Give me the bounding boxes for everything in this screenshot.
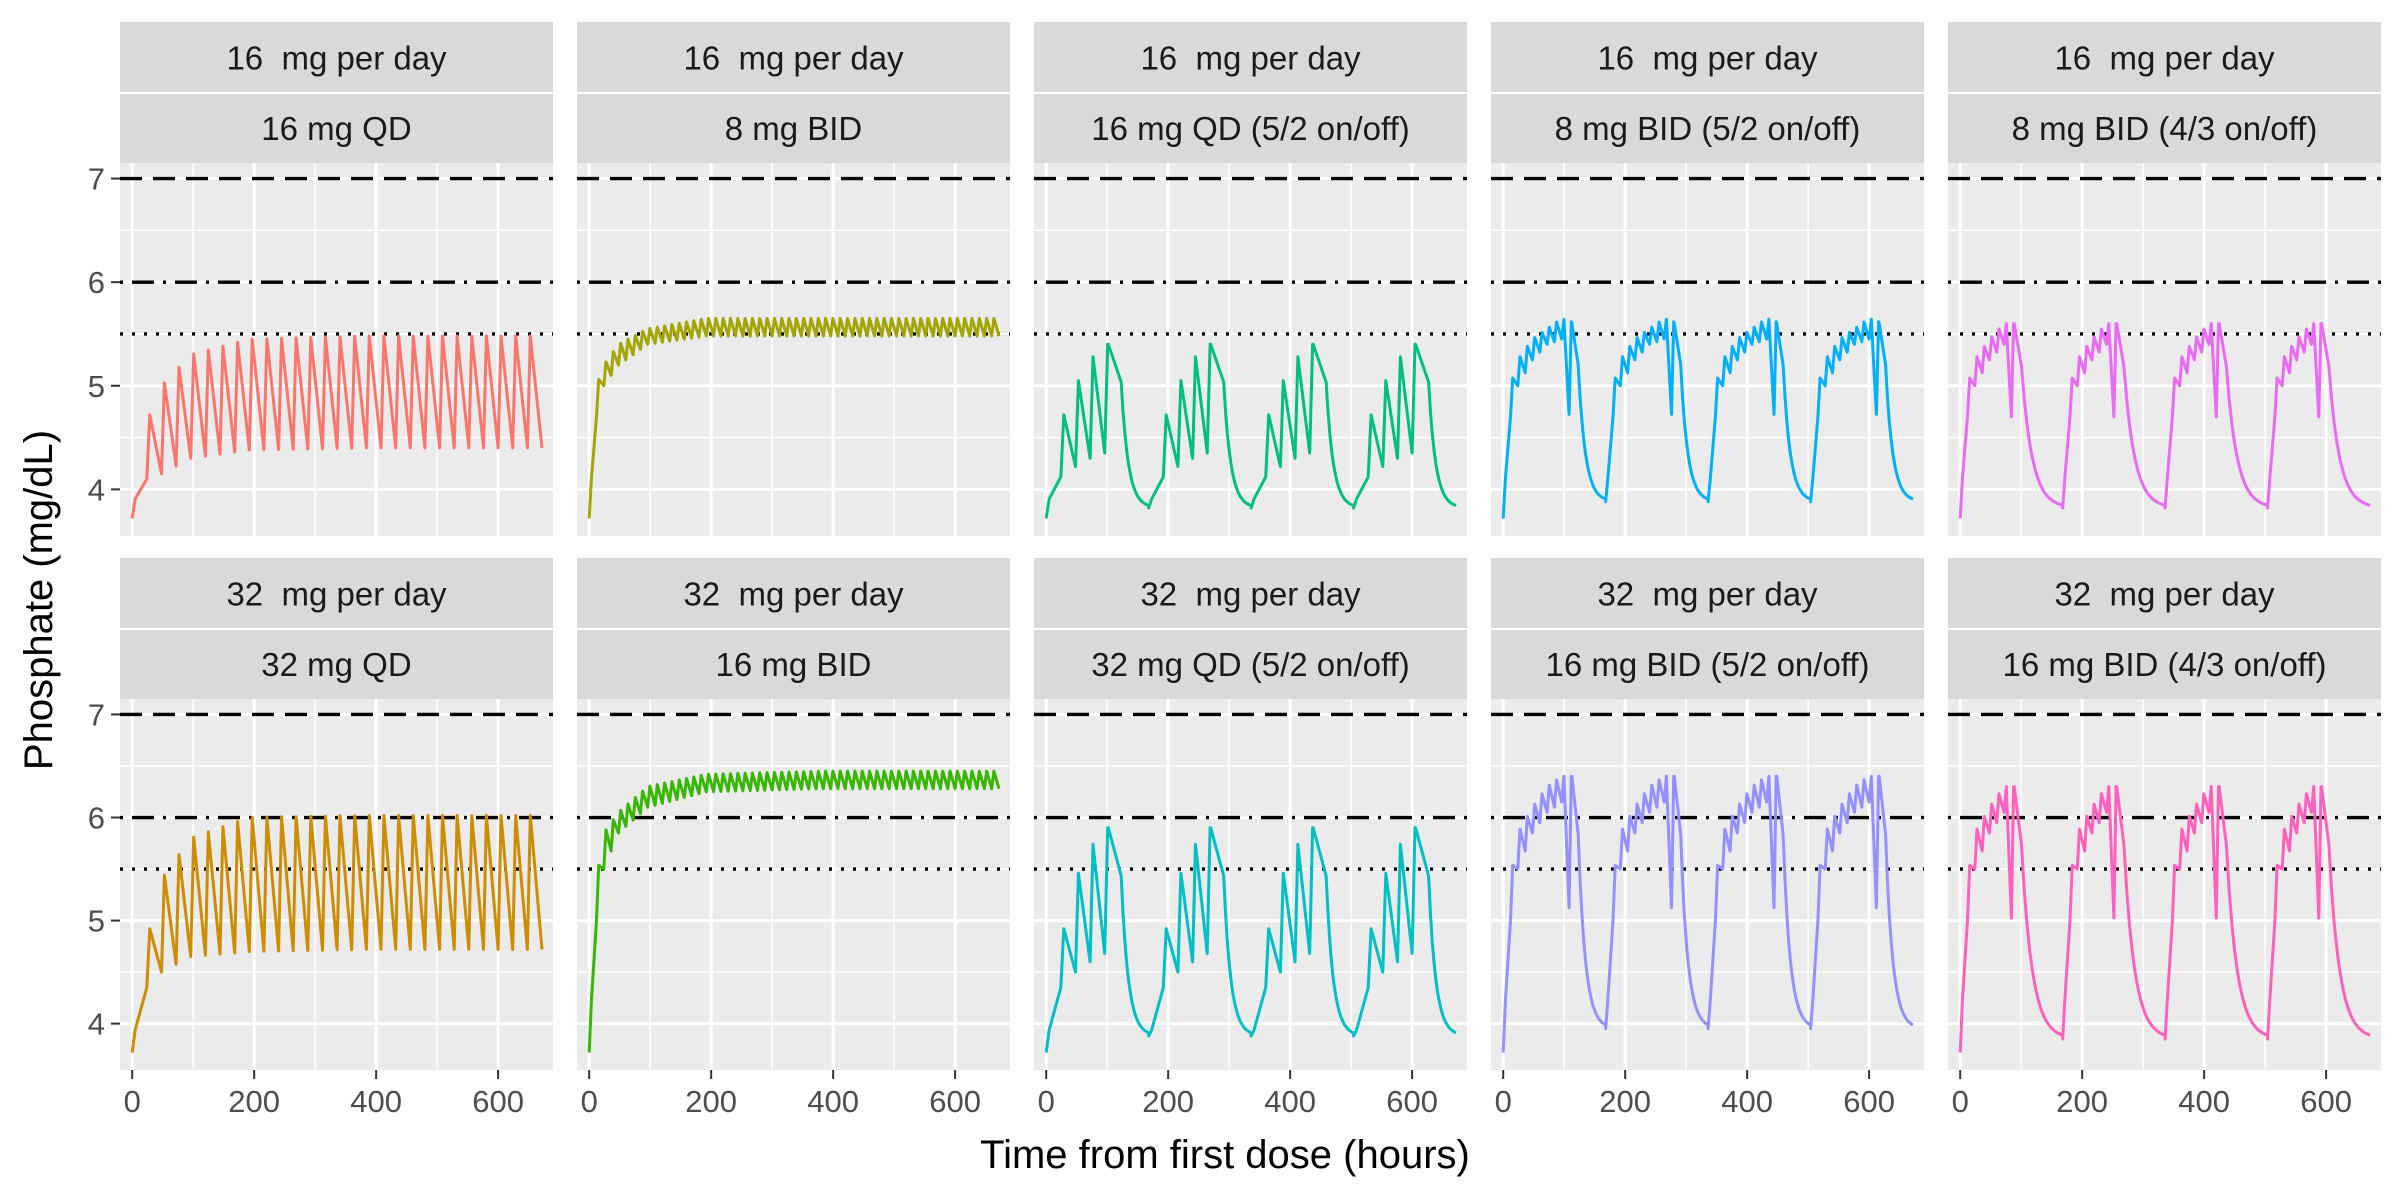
facets: 16 mg per day 16 mg QD 4 5 6 7 16 mg per day 8 …	[88, 22, 2381, 1119]
x-tick-label: 0	[1038, 1084, 1055, 1119]
plot-panel	[120, 163, 553, 536]
facet-panel: 16 mg per day 16 mg QD (5/2 on/off)	[1034, 22, 1467, 536]
plot-panel	[1948, 699, 2381, 1070]
x-tick-label: 600	[1843, 1084, 1895, 1119]
strip-label-regimen: 16 mg BID	[716, 646, 872, 683]
plot-panel	[120, 699, 553, 1070]
y-tick-label: 6	[88, 801, 105, 836]
x-tick-label: 400	[1264, 1084, 1316, 1119]
facet-panel: 32 mg per day 16 mg BID 0 200 400 600	[577, 558, 1010, 1119]
series-line	[1958, 322, 2371, 519]
x-tick-label: 200	[2056, 1084, 2108, 1119]
x-tick-label: 400	[807, 1084, 859, 1119]
y-tick-label: 4	[88, 1007, 105, 1042]
y-tick-label: 7	[88, 697, 105, 732]
strip-divider	[1491, 92, 1924, 94]
x-tick-label: 200	[685, 1084, 737, 1119]
strip-divider	[1034, 92, 1467, 94]
facet-panel: 16 mg per day 16 mg QD 4 5 6 7	[88, 22, 553, 536]
strip-divider	[120, 92, 553, 94]
plot-panel	[1491, 163, 1924, 536]
series-line	[130, 334, 544, 519]
y-tick-label: 4	[88, 472, 105, 507]
strip-label-regimen: 32 mg QD	[261, 646, 411, 683]
x-tick-label: 200	[1599, 1084, 1651, 1119]
x-axis-title: Time from first dose (hours)	[980, 1133, 1470, 1177]
strip-divider	[1034, 628, 1467, 630]
series-line	[587, 316, 1001, 519]
x-tick-label: 400	[1721, 1084, 1773, 1119]
strip-label-dose: 16 mg per day	[683, 40, 904, 77]
strip-label-dose: 32 mg per day	[1597, 576, 1818, 613]
x-tick-label: 600	[2300, 1084, 2352, 1119]
x-tick-label: 0	[581, 1084, 598, 1119]
series-line	[1958, 785, 2371, 1053]
strip-label-regimen: 8 mg BID (4/3 on/off)	[2012, 110, 2318, 147]
strip-divider	[1948, 92, 2381, 94]
strip-label-regimen: 8 mg BID	[725, 110, 863, 147]
facet-panel: 32 mg per day 32 mg QD (5/2 on/off) 0 200 40…	[1034, 558, 1467, 1119]
strip-label-regimen: 16 mg QD (5/2 on/off)	[1091, 110, 1410, 147]
strip-divider	[577, 92, 1010, 94]
plot-panel	[1491, 699, 1924, 1070]
strip-label-dose: 16 mg per day	[226, 40, 447, 77]
y-tick-label: 5	[88, 369, 105, 404]
plot-panel	[1948, 163, 2381, 536]
y-axis-title: Phosphate (mg/dL)	[17, 430, 61, 770]
strip-label-regimen: 8 mg BID (5/2 on/off)	[1555, 110, 1861, 147]
x-tick-label: 400	[350, 1084, 402, 1119]
facet-panel: 32 mg per day 16 mg BID (4/3 on/off) 0 200 4…	[1948, 558, 2381, 1119]
facet-panel: 32 mg per day 32 mg QD 4 5 6 7 0 200 400 600	[88, 558, 553, 1119]
strip-divider	[120, 628, 553, 630]
facet-panel: 32 mg per day 16 mg BID (5/2 on/off) 0 200 4…	[1491, 558, 1924, 1119]
x-tick-label: 0	[1952, 1084, 1969, 1119]
facet-panel: 16 mg per day 8 mg BID (4/3 on/off)	[1948, 22, 2381, 536]
series-line	[1501, 774, 1914, 1053]
series-line	[587, 769, 1001, 1053]
strip-label-dose: 32 mg per day	[2054, 576, 2275, 613]
x-tick-label: 200	[1142, 1084, 1194, 1119]
series-line	[1501, 317, 1914, 519]
series-line	[1044, 342, 1457, 519]
plot-panel	[1034, 699, 1467, 1070]
strip-label-dose: 32 mg per day	[226, 576, 447, 613]
strip-label-dose: 32 mg per day	[1140, 576, 1361, 613]
strip-label-regimen: 32 mg QD (5/2 on/off)	[1091, 646, 1410, 683]
strip-label-regimen: 16 mg QD	[261, 110, 411, 147]
y-tick-label: 5	[88, 904, 105, 939]
strip-label-regimen: 16 mg BID (5/2 on/off)	[1545, 646, 1869, 683]
strip-divider	[577, 628, 1010, 630]
x-tick-label: 200	[228, 1084, 280, 1119]
strip-label-dose: 32 mg per day	[683, 576, 904, 613]
strip-label-dose: 16 mg per day	[1140, 40, 1361, 77]
x-tick-label: 600	[472, 1084, 524, 1119]
strip-label-regimen: 16 mg BID (4/3 on/off)	[2002, 646, 2326, 683]
x-tick-label: 0	[124, 1084, 141, 1119]
facet-panel: 16 mg per day 8 mg BID	[577, 22, 1010, 536]
series-line	[1044, 826, 1457, 1053]
x-tick-label: 0	[1495, 1084, 1512, 1119]
x-tick-label: 600	[929, 1084, 981, 1119]
plot-panel	[577, 699, 1010, 1070]
x-tick-label: 400	[2178, 1084, 2230, 1119]
series-line	[130, 814, 544, 1053]
y-tick-label: 7	[88, 162, 105, 197]
plot-panel	[1034, 163, 1467, 536]
strip-divider	[1491, 628, 1924, 630]
strip-divider	[1948, 628, 2381, 630]
y-tick-label: 6	[88, 265, 105, 300]
facet-panel: 16 mg per day 8 mg BID (5/2 on/off)	[1491, 22, 1924, 536]
strip-label-dose: 16 mg per day	[2054, 40, 2275, 77]
plot-panel	[577, 163, 1010, 536]
x-tick-label: 600	[1386, 1084, 1438, 1119]
strip-label-dose: 16 mg per day	[1597, 40, 1818, 77]
